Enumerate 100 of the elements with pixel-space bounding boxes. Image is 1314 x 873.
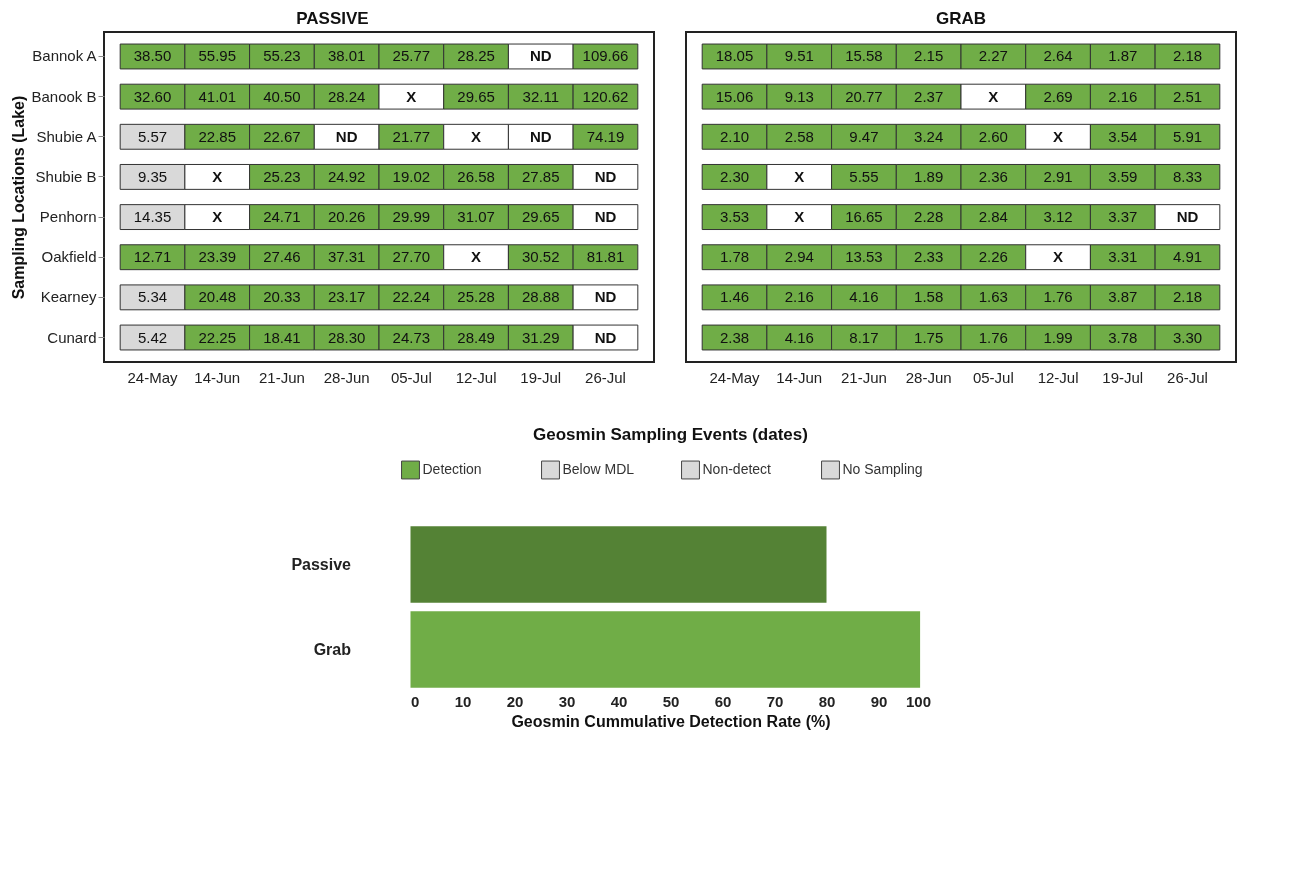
data-label: 15.58 bbox=[845, 47, 883, 65]
x-tick-label: 05-Jul bbox=[972, 368, 1014, 386]
data-label: 27.46 bbox=[263, 248, 301, 266]
data-label: 2.38 bbox=[719, 328, 750, 346]
data-label: 1.99 bbox=[1043, 328, 1073, 346]
chart-title: GRAB bbox=[935, 9, 987, 28]
chart-title: PASSIVE bbox=[296, 9, 369, 28]
x-tick-label: 14-Jun bbox=[776, 368, 823, 386]
x-tick-label: 26-Jul bbox=[585, 368, 626, 386]
text: X bbox=[1053, 248, 1064, 266]
data-label: 1.63 bbox=[978, 288, 1008, 306]
text: X bbox=[794, 208, 805, 226]
text: X bbox=[406, 87, 417, 105]
data-label: 24.73 bbox=[392, 328, 431, 346]
x-tick-label: 50 bbox=[662, 692, 680, 710]
data-label: 2.36 bbox=[978, 167, 1008, 185]
data-label: 31.07 bbox=[457, 208, 495, 226]
y-tick-label: Cunard bbox=[47, 328, 97, 346]
data-label: 3.59 bbox=[1108, 167, 1138, 185]
data-label: 29.99 bbox=[392, 208, 431, 226]
data-label: 25.28 bbox=[457, 288, 495, 306]
data-label: 2.10 bbox=[719, 127, 750, 145]
data-label: 2.16 bbox=[784, 288, 814, 306]
data-label: 28.49 bbox=[457, 328, 495, 346]
data-label: 3.87 bbox=[1108, 288, 1138, 306]
data-label: 14.35 bbox=[133, 208, 172, 226]
y-tick-label: Passive bbox=[291, 555, 352, 573]
x-tick-label: 26-Jul bbox=[1167, 368, 1208, 386]
data-label: 3.78 bbox=[1108, 328, 1138, 346]
data-label: 2.58 bbox=[784, 127, 814, 145]
text: Non-detect bbox=[702, 461, 772, 477]
data-label: 2.18 bbox=[1172, 288, 1203, 306]
data-label: 32.60 bbox=[133, 87, 172, 105]
x-tick-label: 24-May bbox=[127, 368, 179, 386]
data-label: 2.27 bbox=[978, 47, 1008, 65]
text: X bbox=[471, 127, 482, 145]
data-label: 1.89 bbox=[914, 167, 944, 185]
data-label: 18.41 bbox=[263, 328, 301, 346]
y-tick-label: Shubie B bbox=[35, 167, 97, 185]
data-label: 20.33 bbox=[263, 288, 301, 306]
x-tick-label: 24-May bbox=[709, 368, 761, 386]
data-label: 20.26 bbox=[327, 208, 366, 226]
data-label: 26.58 bbox=[457, 167, 495, 185]
data-label: 2.30 bbox=[719, 167, 750, 185]
x-tick-label: 12-Jul bbox=[455, 368, 497, 386]
text: X bbox=[212, 208, 223, 226]
x-tick-label: 19-Jul bbox=[1102, 368, 1144, 386]
data-label: 3.30 bbox=[1172, 328, 1203, 346]
data-label: 1.87 bbox=[1108, 47, 1138, 65]
text: Detection bbox=[422, 461, 482, 477]
data-label: 3.12 bbox=[1043, 208, 1073, 226]
data-label: 3.37 bbox=[1108, 208, 1138, 226]
y-tick-label: Grab bbox=[313, 640, 352, 658]
data-label: 20.77 bbox=[845, 87, 883, 105]
text: ND bbox=[529, 127, 552, 145]
data-label: 37.31 bbox=[327, 248, 366, 266]
data-label: 2.84 bbox=[978, 208, 1008, 226]
text: ND bbox=[594, 167, 617, 185]
data-label: 1.78 bbox=[719, 248, 750, 266]
data-label: 20.48 bbox=[198, 288, 237, 306]
data-label: 40.50 bbox=[263, 87, 301, 105]
data-label: 4.16 bbox=[849, 288, 879, 306]
data-label: 27.85 bbox=[521, 167, 560, 185]
data-label: 30.52 bbox=[521, 248, 560, 266]
data-label: 2.15 bbox=[914, 47, 944, 65]
data-label: 23.17 bbox=[327, 288, 366, 306]
x-tick-label: 0 bbox=[411, 692, 420, 710]
data-label: 22.67 bbox=[263, 127, 301, 145]
data-label: 22.25 bbox=[198, 328, 237, 346]
data-label: 25.77 bbox=[392, 47, 431, 65]
data-label: 2.94 bbox=[784, 248, 814, 266]
data-label: 19.02 bbox=[392, 167, 431, 185]
y-tick-label: Shubie A bbox=[36, 127, 97, 145]
data-label: 31.29 bbox=[521, 328, 560, 346]
text: X bbox=[988, 87, 999, 105]
text: ND bbox=[594, 328, 617, 346]
data-label: 55.23 bbox=[263, 47, 301, 65]
data-label: 28.24 bbox=[327, 87, 366, 105]
data-label: 29.65 bbox=[457, 87, 495, 105]
text: ND bbox=[594, 288, 617, 306]
x-tick-label: 28-Jun bbox=[323, 368, 370, 386]
x-tick-label: 70 bbox=[766, 692, 784, 710]
text: X bbox=[794, 167, 805, 185]
x-tick-label: 21-Jun bbox=[259, 368, 305, 386]
x-tick-label: 20 bbox=[506, 692, 524, 710]
data-label: 9.47 bbox=[849, 127, 879, 145]
x-tick-label: 05-Jul bbox=[390, 368, 432, 386]
data-label: 81.81 bbox=[586, 248, 625, 266]
data-label: 16.65 bbox=[845, 208, 883, 226]
data-label: 5.55 bbox=[849, 167, 879, 185]
text: ND bbox=[335, 127, 358, 145]
data-label: 32.11 bbox=[522, 87, 559, 105]
x-axis-title: Geosmin Sampling Events (dates) bbox=[533, 425, 808, 444]
data-label: 9.13 bbox=[784, 87, 814, 105]
x-tick-label: 40 bbox=[610, 692, 628, 710]
data-label: 24.71 bbox=[263, 208, 301, 226]
data-label: 2.51 bbox=[1172, 87, 1203, 105]
text: X bbox=[212, 167, 223, 185]
data-label: 3.53 bbox=[719, 208, 750, 226]
data-label: 4.91 bbox=[1172, 248, 1203, 266]
